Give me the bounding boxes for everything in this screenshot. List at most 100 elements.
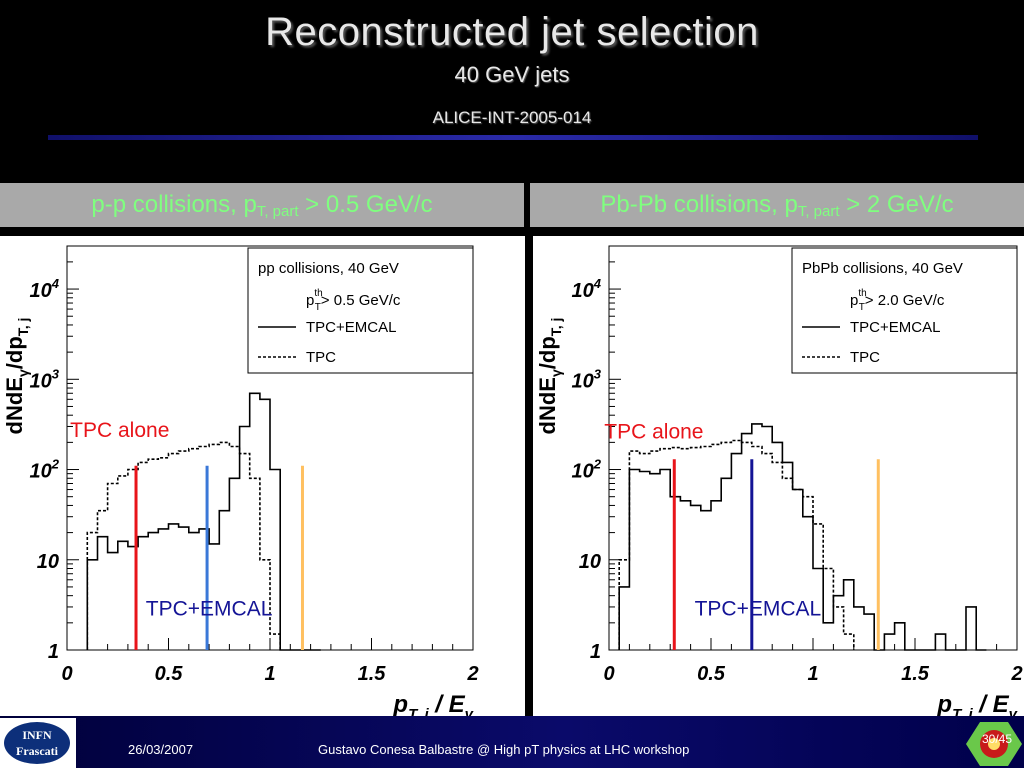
x-axis-label-subscript: γ: [1009, 706, 1019, 716]
infn-logo-badge: INFN Frascati: [4, 722, 70, 764]
y-axis-label-subscript: T, j: [15, 318, 31, 337]
legend-header: pp collisions, 40 GeV: [258, 260, 399, 277]
footer-bar: [0, 716, 1024, 768]
annotation-label: TPC+EMCAL: [146, 598, 273, 621]
panel-header-subscript: T, part: [797, 203, 840, 220]
y-tick-label: 102: [30, 457, 60, 483]
panel-header-cut: > 2 GeV/c: [839, 191, 954, 218]
y-tick-base: 10: [30, 370, 52, 392]
y-tick-label: 1: [48, 641, 59, 663]
x-axis-label-subscript: T, j: [408, 706, 429, 716]
annotation-label: TPC alone: [70, 419, 169, 442]
y-axis-label-subscript: T, j: [548, 318, 564, 337]
y-tick-exponent: 3: [594, 366, 602, 381]
x-tick-label: 2: [1010, 663, 1022, 685]
panel-header-subscript: T, part: [256, 203, 299, 220]
y-axis-label-part: dNdE: [2, 377, 27, 434]
series-tpc-emcal-histogram: [86, 392, 321, 651]
x-tick-label: 0: [61, 663, 72, 685]
panel-header-cut: > 0.5 GeV/c: [298, 191, 433, 218]
legend-cut-part: T: [315, 302, 321, 313]
legend-cut-part: p: [306, 292, 314, 309]
legend-entry: TPC: [306, 349, 336, 366]
alice-logo-icon: [966, 722, 1022, 766]
legend-cut-part: p: [850, 292, 858, 309]
legend-cut-part: th: [314, 288, 322, 299]
footer-credit: Gustavo Conesa Balbastre @ High pT physi…: [318, 742, 690, 757]
y-axis-label-subscript: γ: [15, 369, 31, 377]
x-axis-label: pT, j / Eγ: [392, 691, 474, 716]
footer-date: 26/03/2007: [128, 742, 194, 757]
y-axis-label-part: /dp: [535, 336, 560, 369]
annotation-label: TPC alone: [604, 421, 703, 444]
y-tick-label: 103: [30, 366, 60, 392]
y-tick-label: 103: [572, 366, 602, 392]
y-axis-label-part: /dp: [2, 336, 27, 369]
series-tpc-histogram: [618, 439, 855, 650]
x-axis-label-part: p: [392, 691, 408, 716]
reference-code: ALICE-INT-2005-014: [432, 108, 592, 127]
y-tick-exponent: 4: [593, 276, 602, 291]
y-tick-label: 102: [572, 457, 602, 483]
x-axis-label-subscript: γ: [465, 706, 475, 716]
y-axis-label-part: dNdE: [535, 377, 560, 434]
title-divider: [48, 135, 978, 140]
legend-cut-part: > 2.0 GeV/c: [865, 292, 945, 309]
y-tick-base: 10: [30, 461, 52, 483]
legend-box: [247, 247, 474, 374]
legend-header: PbPb collisions, 40 GeV: [802, 260, 963, 277]
x-axis-label-part: p: [936, 691, 952, 716]
y-tick-base: 10: [572, 461, 594, 483]
slide-subtitle: 40 GeV jets: [454, 62, 570, 87]
y-tick-label: 104: [30, 276, 60, 302]
y-tick-exponent: 2: [593, 457, 602, 472]
infn-logo: INFN Frascati: [0, 718, 76, 768]
y-axis-label: dNdEγ/dpT, j: [535, 318, 564, 435]
x-tick-label: 2: [466, 663, 478, 685]
y-tick-base: 10: [572, 370, 594, 392]
y-tick-label: 10: [37, 551, 59, 573]
annotation-label: TPC+EMCAL: [695, 598, 822, 621]
page-number: 30/45: [981, 732, 1013, 746]
legend-cut: pth T> 0.5 GeV/c: [306, 288, 401, 313]
x-tick-label: 1.5: [358, 663, 387, 685]
x-tick-label: 0.5: [155, 663, 184, 685]
series-tpc-histogram: [86, 441, 281, 650]
y-tick-exponent: 4: [51, 276, 60, 291]
x-tick-label: 1: [807, 663, 818, 685]
x-tick-label: 0.5: [697, 663, 726, 685]
x-axis-label: pT, j / Eγ: [936, 691, 1018, 716]
legend-box: [791, 247, 1018, 374]
y-tick-label: 10: [579, 551, 601, 573]
x-tick-label: 0: [603, 663, 614, 685]
y-axis-label-subscript: γ: [548, 369, 564, 377]
legend-cut-part: > 0.5 GeV/c: [321, 292, 401, 309]
x-tick-label: 1.5: [901, 663, 930, 685]
logo-line2: Frascati: [16, 744, 58, 758]
panel-header-text: Pb-Pb collisions, p: [600, 191, 798, 218]
logo-line1: INFN: [22, 728, 52, 742]
y-tick-base: 10: [572, 280, 594, 302]
x-axis-label-part: / E: [429, 691, 466, 716]
legend-cut: pth T> 2.0 GeV/c: [850, 288, 945, 313]
legend-entry: TPC: [850, 349, 880, 366]
x-axis-label-part: / E: [973, 691, 1010, 716]
panel-header-pbpb: Pb-Pb collisions, pT, part > 2 GeV/c: [530, 183, 1024, 227]
y-tick-base: 10: [30, 280, 52, 302]
x-tick-label: 1: [264, 663, 275, 685]
legend-entry: TPC+EMCAL: [850, 319, 940, 336]
x-axis-label-subscript: T, j: [952, 706, 973, 716]
panel-header-pp: p-p collisions, pT, part > 0.5 GeV/c: [0, 183, 524, 227]
y-axis-label: dNdEγ/dpT, j: [2, 318, 31, 435]
y-tick-label: 1: [590, 641, 601, 663]
y-tick-exponent: 2: [51, 457, 60, 472]
slide-title: Reconstructed jet selection: [265, 10, 759, 54]
legend-entry: TPC+EMCAL: [306, 319, 396, 336]
y-tick-label: 104: [572, 276, 602, 302]
legend-cut-part: T: [859, 302, 865, 313]
panel-header-text: p-p collisions, p: [91, 191, 257, 218]
y-tick-exponent: 3: [52, 366, 60, 381]
legend-cut-part: th: [858, 288, 866, 299]
